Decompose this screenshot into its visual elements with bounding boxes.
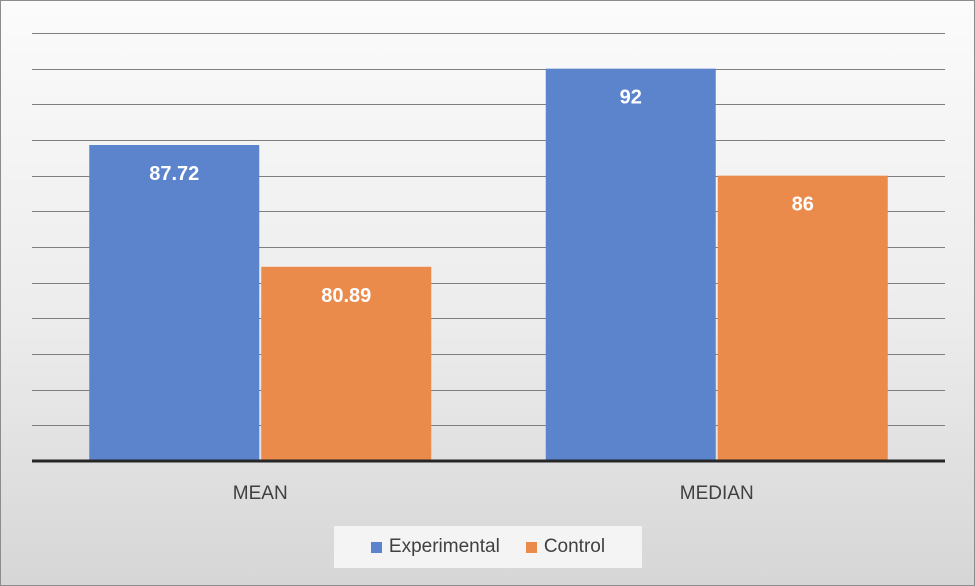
data-label-control-median: 86: [792, 194, 814, 216]
x-tick-label-mean: MEAN: [233, 483, 288, 504]
bar-experimental-mean: [89, 144, 260, 461]
legend-swatch-control: [525, 541, 537, 553]
bar-control-mean: [261, 266, 432, 461]
legend: Experimental Control: [334, 526, 642, 568]
legend-entry-experimental: Experimental: [370, 536, 500, 558]
x-tick-label-median: MEDIAN: [680, 483, 754, 504]
data-label-control-mean: 80.89: [321, 285, 371, 307]
data-label-experimental-mean: 87.72: [149, 163, 199, 185]
legend-label-control: Control: [543, 536, 606, 557]
legend-label-experimental: Experimental: [388, 536, 500, 557]
data-label-experimental-median: 92: [620, 87, 642, 109]
legend-entry-control: Control: [525, 536, 606, 558]
legend-swatch-experimental: [370, 541, 382, 553]
bar-control-median: [717, 175, 888, 461]
bar-experimental-median: [545, 68, 716, 462]
